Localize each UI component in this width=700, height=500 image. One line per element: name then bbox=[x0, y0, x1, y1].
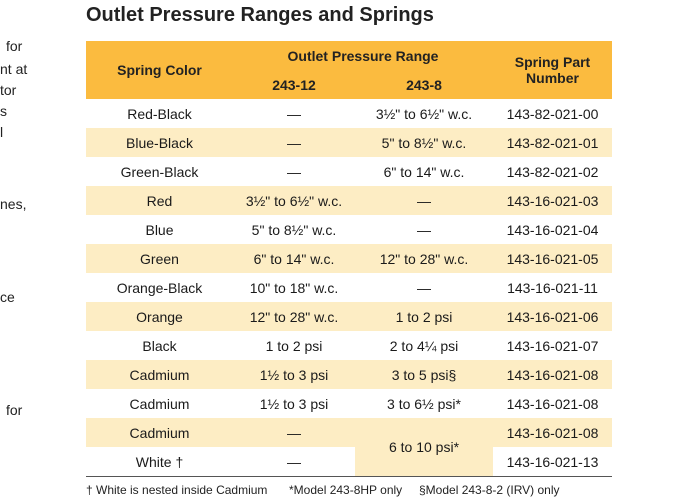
table-row: Cadmium 1½ to 3 psi 3 to 5 psi§ 143-16-0… bbox=[86, 360, 612, 389]
cell-243-8: 12" to 28" w.c. bbox=[355, 244, 493, 273]
cell-part-number: 143-16-021-08 bbox=[493, 418, 612, 447]
left-fragment: s bbox=[0, 103, 7, 119]
page-title: Outlet Pressure Ranges and Springs bbox=[86, 4, 434, 26]
cell-part-number: 143-16-021-08 bbox=[493, 360, 612, 389]
cell-243-8: 3 to 6½ psi* bbox=[355, 389, 493, 418]
left-fragment: tor bbox=[0, 82, 17, 98]
cell-243-8: 3½" to 6½" w.c. bbox=[355, 99, 493, 128]
table-row: White † — 143-16-021-13 bbox=[86, 447, 612, 476]
cell-part-number: 143-82-021-01 bbox=[493, 128, 612, 157]
cell-243-12: 6" to 14" w.c. bbox=[233, 244, 355, 273]
header-model-243-8: 243-8 bbox=[355, 71, 493, 99]
cell-243-8: — bbox=[355, 273, 493, 302]
cell-spring-color: Blue bbox=[86, 215, 233, 244]
left-fragment: nt at bbox=[0, 61, 28, 77]
footnote-section: §Model 243-8-2 (IRV) only bbox=[419, 483, 560, 497]
cell-243-12: 12" to 28" w.c. bbox=[233, 302, 355, 331]
cell-243-8: 3 to 5 psi§ bbox=[355, 360, 493, 389]
table-row: Cadmium 1½ to 3 psi 3 to 6½ psi* 143-16-… bbox=[86, 389, 612, 418]
cell-243-8-merged: 6 to 10 psi* bbox=[355, 418, 493, 476]
left-fragment: ce bbox=[0, 289, 15, 305]
cell-243-8: 1 to 2 psi bbox=[355, 302, 493, 331]
table-row: Blue 5" to 8½" w.c. — 143-16-021-04 bbox=[86, 215, 612, 244]
cell-243-12: 1 to 2 psi bbox=[233, 331, 355, 360]
cell-243-8: 5" to 8½" w.c. bbox=[355, 128, 493, 157]
cell-243-12: 10" to 18" w.c. bbox=[233, 273, 355, 302]
left-fragment: for bbox=[6, 38, 23, 54]
cell-spring-color: Black bbox=[86, 331, 233, 360]
footnotes: † White is nested inside Cadmium *Model … bbox=[86, 476, 612, 499]
cell-243-12: 5" to 8½" w.c. bbox=[233, 215, 355, 244]
cell-spring-color: Red bbox=[86, 186, 233, 215]
table-row: Green-Black — 6" to 14" w.c. 143-82-021-… bbox=[86, 157, 612, 186]
footnote-asterisk: *Model 243-8HP only bbox=[289, 483, 403, 497]
cell-spring-color: Blue-Black bbox=[86, 128, 233, 157]
footnote-dagger: † White is nested inside Cadmium bbox=[86, 483, 268, 497]
cell-part-number: 143-16-021-13 bbox=[493, 447, 612, 476]
cell-243-12: 3½" to 6½" w.c. bbox=[233, 186, 355, 215]
table-row: Orange-Black 10" to 18" w.c. — 143-16-02… bbox=[86, 273, 612, 302]
cell-spring-color: White † bbox=[86, 447, 233, 476]
header-part-number-line1: Spring Part bbox=[514, 54, 591, 70]
table-row: Green 6" to 14" w.c. 12" to 28" w.c. 143… bbox=[86, 244, 612, 273]
cell-243-12: — bbox=[233, 418, 355, 447]
cell-spring-color: Red-Black bbox=[86, 99, 233, 128]
left-fragment: l bbox=[0, 124, 4, 140]
left-fragment: for bbox=[6, 402, 23, 418]
cell-243-12: — bbox=[233, 99, 355, 128]
left-fragment: nes, bbox=[0, 196, 27, 212]
cell-243-8: 2 to 4¼ psi bbox=[355, 331, 493, 360]
cell-part-number: 143-82-021-00 bbox=[493, 99, 612, 128]
cell-part-number: 143-16-021-07 bbox=[493, 331, 612, 360]
cell-243-12: — bbox=[233, 157, 355, 186]
cell-243-12: 1½ to 3 psi bbox=[233, 389, 355, 418]
cell-part-number: 143-16-021-06 bbox=[493, 302, 612, 331]
cell-243-8: — bbox=[355, 186, 493, 215]
cell-part-number: 143-16-021-03 bbox=[493, 186, 612, 215]
header-outlet-range: Outlet Pressure Range bbox=[233, 41, 493, 71]
cell-243-12: — bbox=[233, 128, 355, 157]
table-row: Black 1 to 2 psi 2 to 4¼ psi 143-16-021-… bbox=[86, 331, 612, 360]
table-row: Blue-Black — 5" to 8½" w.c. 143-82-021-0… bbox=[86, 128, 612, 157]
cell-243-12: 1½ to 3 psi bbox=[233, 360, 355, 389]
cell-243-8: — bbox=[355, 215, 493, 244]
table-row: Red-Black — 3½" to 6½" w.c. 143-82-021-0… bbox=[86, 99, 612, 128]
cell-243-12: — bbox=[233, 447, 355, 476]
table-row: Red 3½" to 6½" w.c. — 143-16-021-03 bbox=[86, 186, 612, 215]
cell-part-number: 143-16-021-05 bbox=[493, 244, 612, 273]
cell-243-8: 6" to 14" w.c. bbox=[355, 157, 493, 186]
cell-spring-color: Green bbox=[86, 244, 233, 273]
cell-spring-color: Cadmium bbox=[86, 389, 233, 418]
header-model-243-12: 243-12 bbox=[233, 71, 355, 99]
cell-part-number: 143-16-021-04 bbox=[493, 215, 612, 244]
cell-spring-color: Orange bbox=[86, 302, 233, 331]
table-row: Orange 12" to 28" w.c. 1 to 2 psi 143-16… bbox=[86, 302, 612, 331]
cell-spring-color: Cadmium bbox=[86, 360, 233, 389]
cell-part-number: 143-16-021-11 bbox=[493, 273, 612, 302]
table-row: Cadmium — 6 to 10 psi* 143-16-021-08 bbox=[86, 418, 612, 476]
header-spring-color: Spring Color bbox=[86, 41, 233, 99]
cell-spring-color: Cadmium bbox=[86, 418, 233, 447]
spring-table: Spring Color Outlet Pressure Range Sprin… bbox=[86, 41, 612, 476]
cell-spring-color: Orange-Black bbox=[86, 273, 233, 302]
header-part-number-line2: Number bbox=[526, 70, 579, 86]
cell-part-number: 143-16-021-08 bbox=[493, 389, 612, 418]
cell-spring-color: Green-Black bbox=[86, 157, 233, 186]
cell-part-number: 143-82-021-02 bbox=[493, 157, 612, 186]
header-part-number: Spring Part Number bbox=[493, 41, 612, 99]
